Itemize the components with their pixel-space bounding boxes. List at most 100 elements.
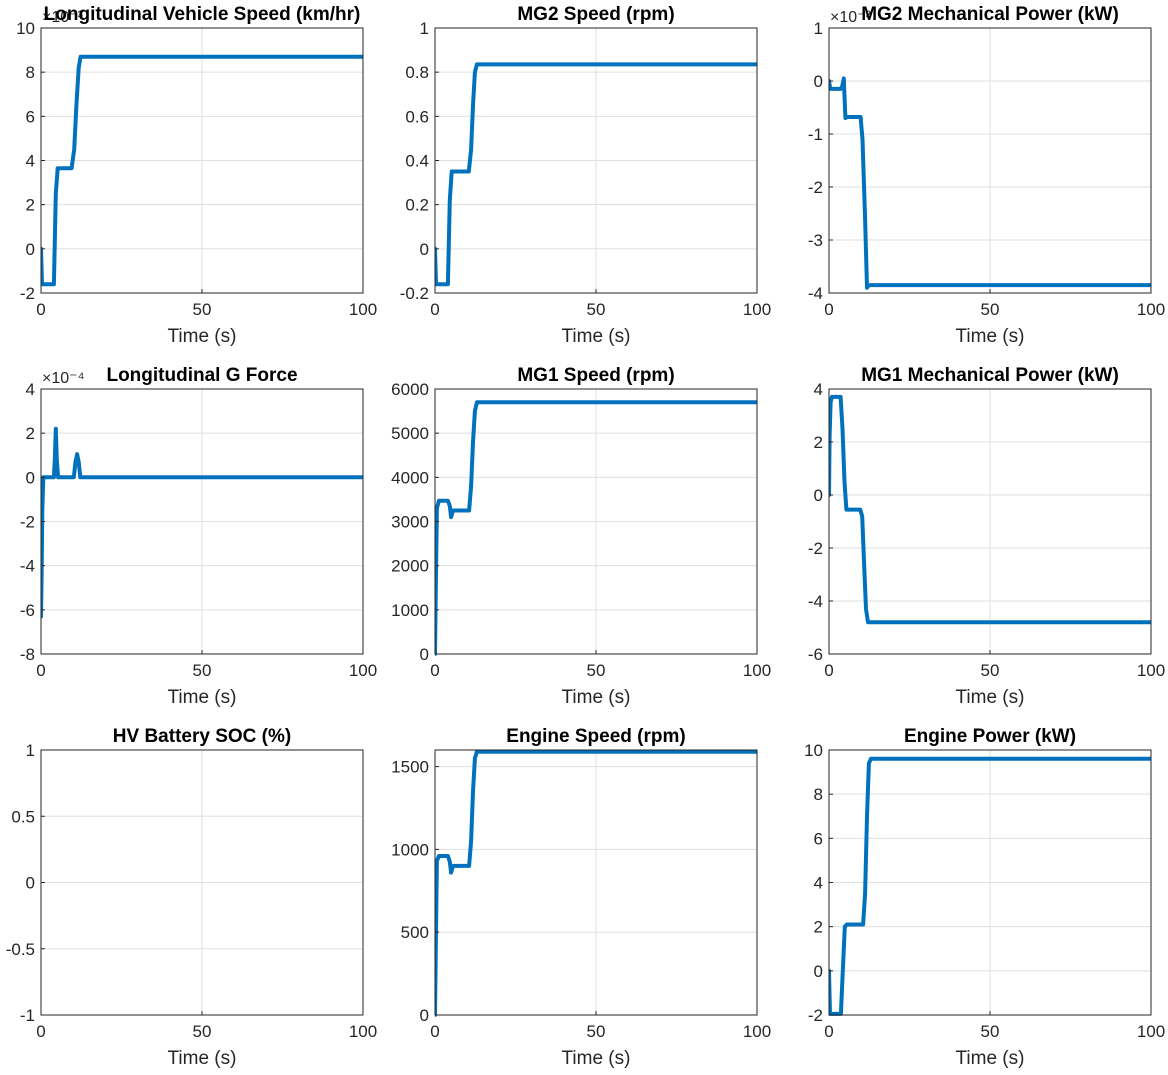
y-tick-label: -2 — [20, 513, 35, 532]
series-line — [41, 54, 363, 287]
y-tick-label: -0.2 — [400, 284, 429, 303]
y-tick-label: 4 — [814, 874, 823, 893]
subplot-title: Longitudinal Vehicle Speed (km/hr) — [44, 4, 361, 25]
y-tick-label: -1 — [808, 125, 823, 144]
y-tick-label: 4 — [814, 380, 823, 399]
subplot-title: MG1 Speed (rpm) — [517, 365, 674, 386]
y-tick-label: 0 — [420, 645, 429, 664]
x-tick-label: 0 — [36, 1022, 45, 1041]
x-axis-label: Time (s) — [956, 326, 1025, 347]
series-line — [435, 400, 757, 656]
y-tick-label: 3000 — [391, 513, 429, 532]
subplot-title: Engine Speed (rpm) — [506, 726, 685, 747]
series-line — [829, 76, 1151, 290]
series-line — [435, 62, 757, 287]
y-exponent-label: ×10⁻³ — [830, 9, 872, 26]
y-tick-label: 0 — [420, 240, 429, 259]
y-exponent-label: ×10⁻³ — [42, 9, 84, 26]
x-tick-label: 0 — [824, 661, 833, 680]
y-tick-label: 1000 — [391, 601, 429, 620]
x-axis-label: Time (s) — [562, 326, 631, 347]
y-tick-label: 0 — [814, 486, 823, 505]
subplot-title: HV Battery SOC (%) — [113, 726, 291, 747]
x-tick-label: 0 — [430, 300, 439, 319]
y-tick-label: 1000 — [391, 840, 429, 859]
y-tick-label: 10 — [804, 741, 823, 760]
x-tick-label: 50 — [981, 1022, 1000, 1041]
y-tick-label: 4 — [26, 152, 35, 171]
y-tick-label: 4000 — [391, 468, 429, 487]
y-tick-label: 0.4 — [405, 152, 429, 171]
x-tick-label: 50 — [981, 300, 1000, 319]
x-tick-label: 50 — [193, 661, 212, 680]
x-tick-label: 100 — [1137, 661, 1165, 680]
x-tick-label: 100 — [1137, 300, 1165, 319]
y-tick-label: 0 — [814, 72, 823, 91]
y-tick-label: 0.5 — [11, 807, 35, 826]
y-tick-label: 0 — [26, 240, 35, 259]
x-tick-label: 0 — [824, 1022, 833, 1041]
y-tick-label: 0 — [26, 874, 35, 893]
y-tick-label: -2 — [808, 178, 823, 197]
y-tick-label: 0.8 — [405, 63, 429, 82]
x-tick-label: 0 — [824, 300, 833, 319]
x-tick-label: 100 — [349, 1022, 377, 1041]
y-tick-label: 0.6 — [405, 107, 429, 126]
y-tick-label: 1500 — [391, 758, 429, 777]
y-tick-label: -2 — [808, 539, 823, 558]
x-axis-label: Time (s) — [168, 687, 237, 708]
x-tick-label: 100 — [349, 661, 377, 680]
subplot-title: MG2 Mechanical Power (kW) — [861, 4, 1119, 25]
series-line — [829, 756, 1151, 1016]
x-tick-label: 0 — [36, 300, 45, 319]
y-tick-label: 1 — [814, 19, 823, 38]
y-tick-label: 1 — [420, 19, 429, 38]
x-axis-label: Time (s) — [562, 1048, 631, 1069]
y-tick-label: -3 — [808, 231, 823, 250]
y-tick-label: -8 — [20, 645, 35, 664]
x-tick-label: 50 — [587, 300, 606, 319]
x-tick-label: 100 — [1137, 1022, 1165, 1041]
x-tick-label: 100 — [743, 661, 771, 680]
x-tick-label: 50 — [193, 1022, 212, 1041]
x-tick-label: 0 — [36, 661, 45, 680]
y-tick-label: 2 — [814, 918, 823, 937]
subplot-title: Engine Power (kW) — [904, 726, 1076, 747]
x-axis-label: Time (s) — [168, 1048, 237, 1069]
y-tick-label: 0 — [26, 468, 35, 487]
y-tick-label: -2 — [808, 1006, 823, 1025]
x-tick-label: 50 — [587, 661, 606, 680]
subplot-title: Longitudinal G Force — [106, 365, 297, 386]
x-tick-label: 100 — [349, 300, 377, 319]
y-exponent-label: ×10⁻⁴ — [42, 370, 85, 387]
y-tick-label: 2 — [26, 424, 35, 443]
x-tick-label: 100 — [743, 1022, 771, 1041]
y-tick-label: 1 — [26, 741, 35, 760]
subplot-7: 0 50 100 -1 -0.5 0 0.5 1 HV Battery SOC (%) Time … — [6, 726, 377, 1069]
x-axis-label: Time (s) — [168, 326, 237, 347]
y-tick-label: -6 — [808, 645, 823, 664]
y-tick-label: 6 — [26, 107, 35, 126]
y-tick-label: 0.2 — [405, 196, 429, 215]
subplot-title: MG2 Speed (rpm) — [517, 4, 674, 25]
y-tick-label: -0.5 — [6, 940, 35, 959]
y-tick-label: 2 — [26, 196, 35, 215]
y-tick-label: -1 — [20, 1006, 35, 1025]
x-axis-label: Time (s) — [956, 1048, 1025, 1069]
subplot-4: 0 50 100 -8 -6 -4 -2 0 2 4 ×10⁻⁴ Longitudinal G For… — [20, 365, 377, 708]
y-tick-label: 6000 — [391, 380, 429, 399]
x-axis-label: Time (s) — [956, 687, 1025, 708]
x-tick-label: 50 — [587, 1022, 606, 1041]
x-tick-label: 0 — [430, 661, 439, 680]
x-tick-label: 0 — [430, 1022, 439, 1041]
y-tick-label: 0 — [814, 962, 823, 981]
subplot-title: MG1 Mechanical Power (kW) — [861, 365, 1119, 386]
y-tick-label: 2 — [814, 433, 823, 452]
y-tick-label: -6 — [20, 601, 35, 620]
y-tick-label: -4 — [20, 557, 35, 576]
x-axis-label: Time (s) — [562, 687, 631, 708]
series-line — [435, 749, 757, 1017]
y-tick-label: 6 — [814, 829, 823, 848]
y-tick-label: 5000 — [391, 424, 429, 443]
